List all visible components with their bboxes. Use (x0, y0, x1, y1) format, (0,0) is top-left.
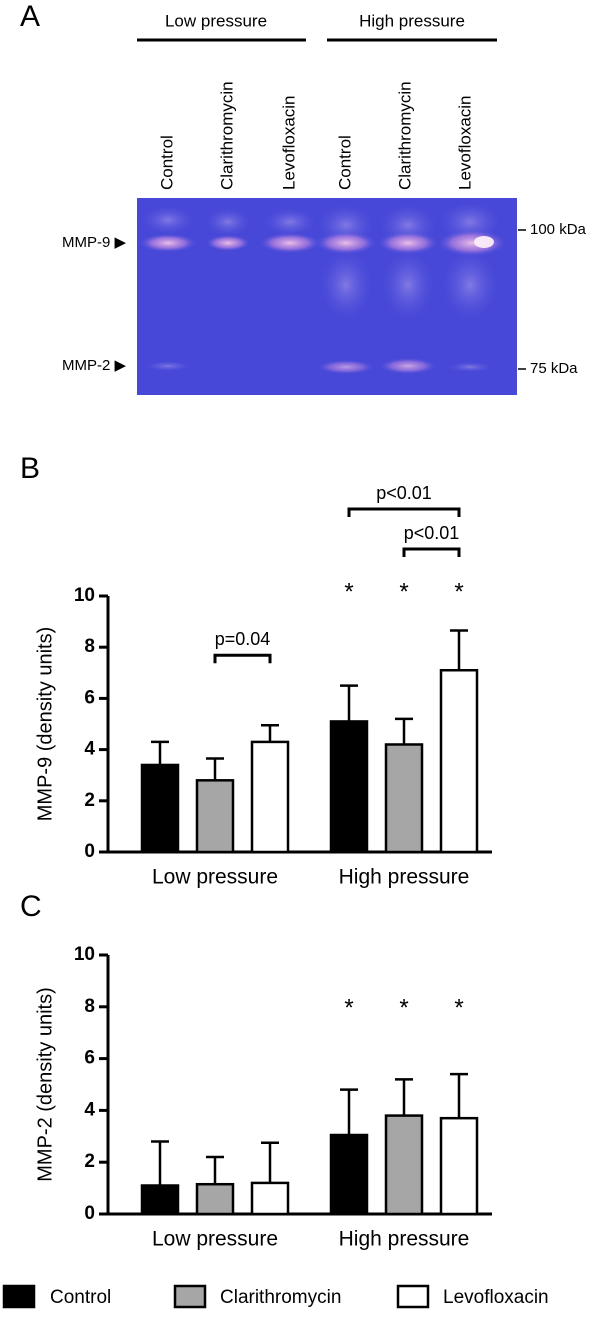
gel-smear (264, 208, 316, 236)
significance-star: * (344, 994, 353, 1021)
lane-label: Control (335, 135, 354, 190)
bracket-label: p<0.01 (404, 523, 460, 543)
gel-smear (142, 206, 194, 234)
y-axis-label: MMP-2 (density units) (34, 987, 56, 1182)
significance-star: * (454, 994, 463, 1021)
gel-band (260, 233, 320, 253)
lane-label: Clarithromycin (217, 81, 236, 190)
legend-swatch (2, 1284, 36, 1309)
legend-swatch (396, 1284, 430, 1309)
y-tick-label: 6 (84, 1048, 95, 1069)
significance-star: * (454, 578, 463, 605)
significance-star: * (344, 578, 353, 605)
bar (439, 668, 479, 854)
y-tick-label: 8 (84, 636, 95, 657)
bar (140, 1184, 180, 1216)
y-tick-label: 6 (84, 687, 95, 708)
gel-smear (320, 250, 372, 320)
y-tick-label: 0 (84, 841, 95, 862)
y-tick-label: 8 (84, 996, 95, 1017)
y-tick-label: 2 (84, 1151, 95, 1172)
panel-label: A (20, 0, 40, 33)
gel-smear (206, 208, 250, 236)
gel-band (438, 230, 506, 256)
y-tick-label: 4 (84, 739, 95, 760)
y-tick-label: 10 (74, 585, 95, 606)
x-tick-label: Low pressure (152, 1228, 278, 1251)
gel-band (146, 361, 190, 371)
bracket-label: p=0.04 (215, 629, 271, 649)
legend-label: Control (50, 1287, 111, 1308)
marker-label: 100 kDa (530, 221, 587, 238)
bar (329, 720, 369, 854)
legend-swatch (173, 1284, 207, 1309)
y-tick-label: 10 (74, 944, 95, 965)
gel-band (380, 358, 436, 374)
x-tick-label: High pressure (339, 1228, 470, 1251)
significance-star: * (399, 994, 408, 1021)
bracket (347, 507, 461, 517)
y-tick-label: 2 (84, 790, 95, 811)
gel-band (448, 362, 492, 372)
legend-label: Clarithromycin (220, 1287, 341, 1308)
lane-label: Levofloxacin (279, 95, 298, 190)
band-label: MMP-2 ▶ (62, 357, 127, 374)
lane-label: Levofloxacin (455, 95, 474, 190)
panel-label: B (20, 452, 40, 485)
gel (137, 198, 517, 395)
group-label: High pressure (359, 11, 465, 30)
bracket-label: p<0.01 (376, 483, 432, 503)
gel-band (474, 236, 494, 248)
lane-label: Clarithromycin (395, 81, 414, 190)
bar (195, 779, 235, 854)
significance-star: * (399, 578, 408, 605)
lane-labels: Control Clarithromycin Levofloxacin Cont… (157, 81, 474, 190)
gel-band (206, 235, 250, 251)
panel-label: C (20, 890, 42, 923)
gel-band (318, 360, 374, 374)
gel-band (378, 232, 438, 254)
band-label: MMP-9 ▶ (62, 234, 127, 251)
lane-label: Control (157, 135, 176, 190)
bar (195, 1182, 235, 1216)
gel-band (140, 234, 196, 252)
y-tick-label: 4 (84, 1099, 95, 1120)
group-label: Low pressure (165, 11, 267, 30)
bar (439, 1116, 479, 1216)
x-tick-label: Low pressure (152, 866, 278, 889)
marker-label: 75 kDa (530, 360, 578, 377)
bar (140, 763, 180, 854)
bar (384, 743, 424, 854)
bar (384, 1114, 424, 1216)
gel-smear (382, 250, 434, 320)
bar (329, 1133, 369, 1216)
y-axis-label: MMP-9 (density units) (34, 627, 56, 822)
y-tick-label: 0 (84, 1203, 95, 1224)
bracket (402, 547, 461, 557)
gel-band (316, 232, 376, 254)
x-tick-label: High pressure (339, 866, 470, 889)
bracket (213, 653, 272, 664)
bar (250, 1181, 290, 1216)
bar (250, 740, 290, 854)
gel-smear (442, 250, 498, 320)
legend-label: Levofloxacin (443, 1287, 549, 1308)
